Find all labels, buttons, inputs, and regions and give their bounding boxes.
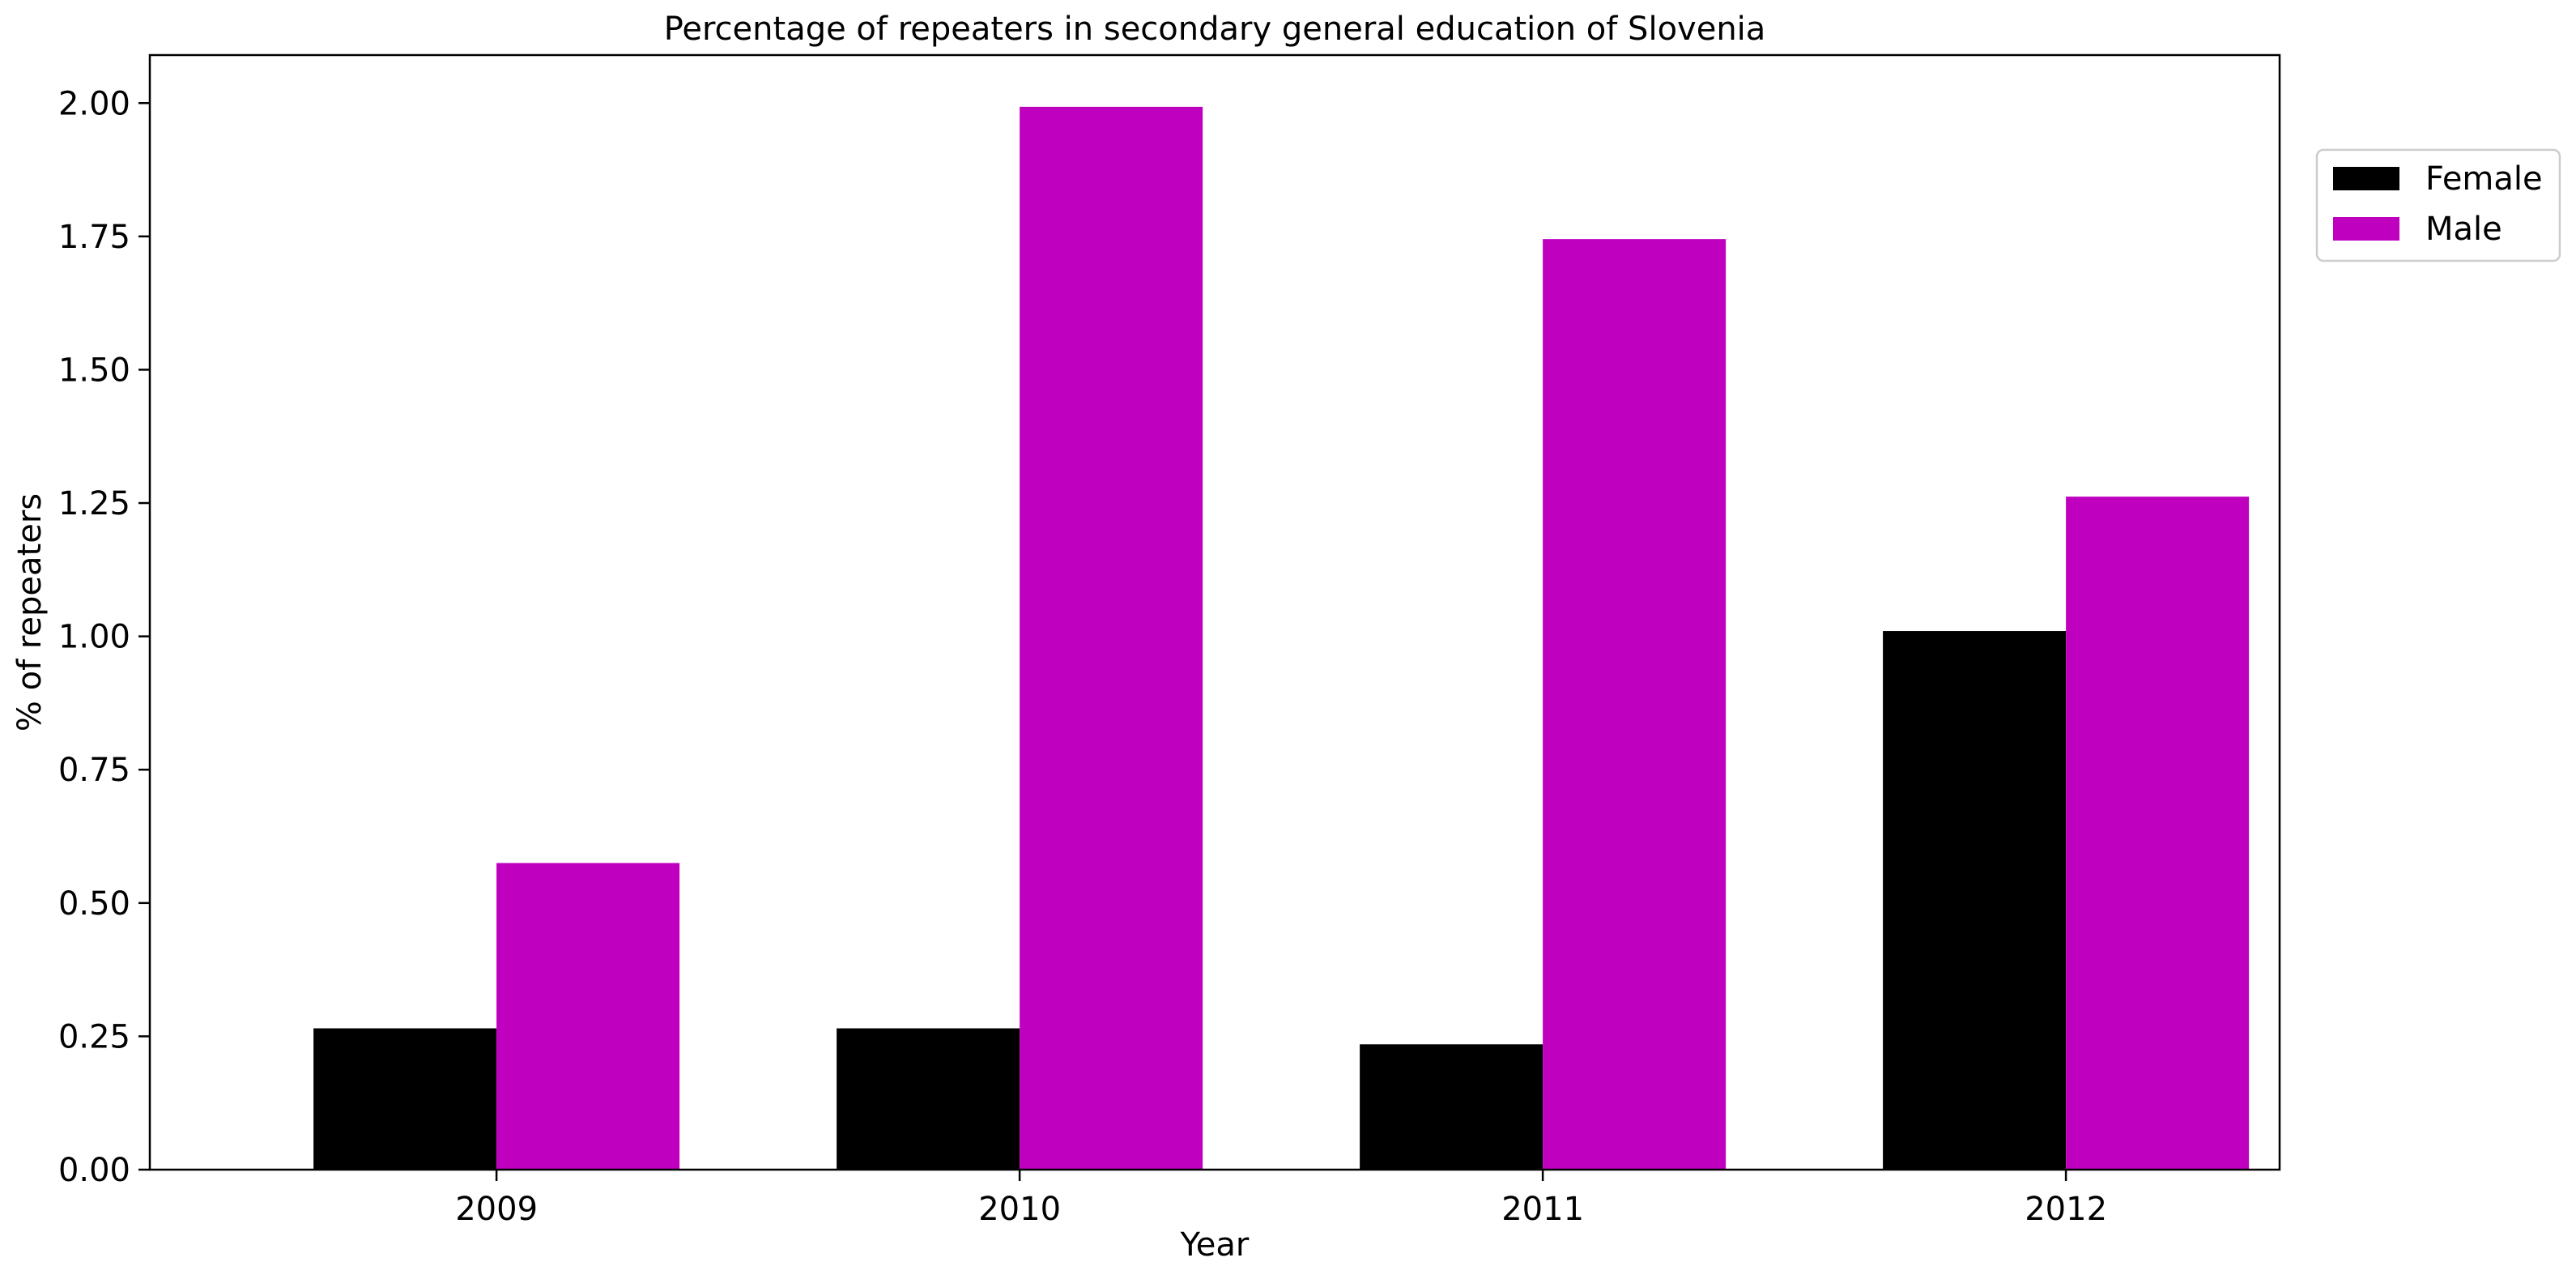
legend-swatch-male [2333,217,2399,241]
legend[interactable]: Female Male [2315,148,2561,262]
bar-male-2010[interactable] [1020,106,1203,1170]
y-tick-label: 1.50 [58,352,130,389]
bar-male-2009[interactable] [496,863,680,1170]
y-tick-label: 1.75 [58,219,130,256]
plot-area-frame [148,53,2281,1171]
y-tick-label: 0.75 [58,752,130,789]
y-tick-label: 0.50 [58,885,130,923]
x-tick-label-2012: 2012 [2025,1191,2107,1228]
bar-female-2010[interactable] [837,1028,1020,1170]
x-axis: 2009 2010 2011 2012 [455,1170,2107,1228]
x-tick-label-2011: 2011 [1501,1191,1584,1228]
legend-label-male: Male [2425,211,2502,248]
y-tick-label: 2.00 [58,85,130,122]
x-tick-label-2009: 2009 [455,1191,538,1228]
y-tick-label: 0.25 [58,1018,130,1055]
y-tick-label: 0.00 [58,1152,130,1189]
x-axis-label: Year [1180,1226,1250,1264]
y-axis-label: % of repeaters [11,493,49,731]
bar-male-2011[interactable] [1543,239,1727,1170]
y-tick-label: 1.00 [58,619,130,656]
bar-female-2012[interactable] [1883,631,2067,1170]
y-axis: 0.00 0.25 0.50 0.75 1.00 1.25 1.50 1.75 2.00 [58,85,150,1189]
bar-male-2012[interactable] [2066,497,2250,1170]
bars-layer [313,106,2250,1170]
bar-female-2009[interactable] [313,1028,497,1170]
legend-swatch-female [2333,167,2399,190]
y-tick-label: 1.25 [58,485,130,522]
bar-female-2011[interactable] [1360,1044,1543,1170]
x-tick-label-2010: 2010 [978,1191,1061,1228]
chart-title: Percentage of repeaters in secondary gen… [664,11,1766,48]
legend-label-female: Female [2425,160,2543,198]
